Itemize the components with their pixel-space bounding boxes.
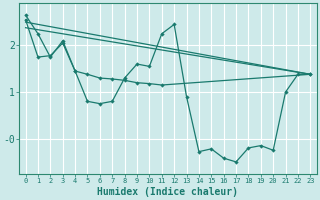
X-axis label: Humidex (Indice chaleur): Humidex (Indice chaleur) — [98, 186, 238, 197]
